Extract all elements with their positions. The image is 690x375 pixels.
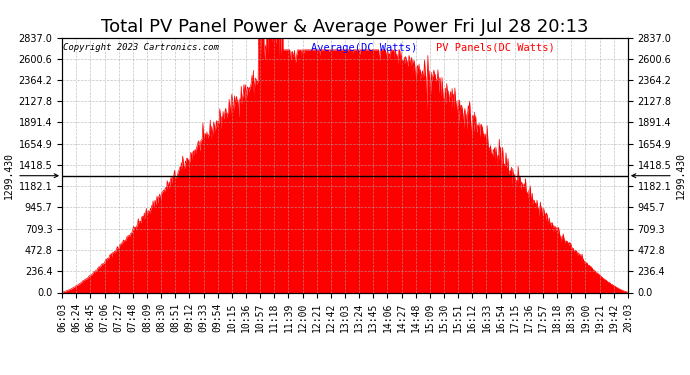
Text: 1299.430: 1299.430 bbox=[632, 152, 686, 199]
Text: Copyright 2023 Cartronics.com: Copyright 2023 Cartronics.com bbox=[63, 43, 219, 52]
Title: Total PV Panel Power & Average Power Fri Jul 28 20:13: Total PV Panel Power & Average Power Fri… bbox=[101, 18, 589, 36]
Text: 1299.430: 1299.430 bbox=[4, 152, 58, 199]
Text: PV Panels(DC Watts): PV Panels(DC Watts) bbox=[435, 43, 554, 52]
Text: Average(DC Watts): Average(DC Watts) bbox=[311, 43, 417, 52]
